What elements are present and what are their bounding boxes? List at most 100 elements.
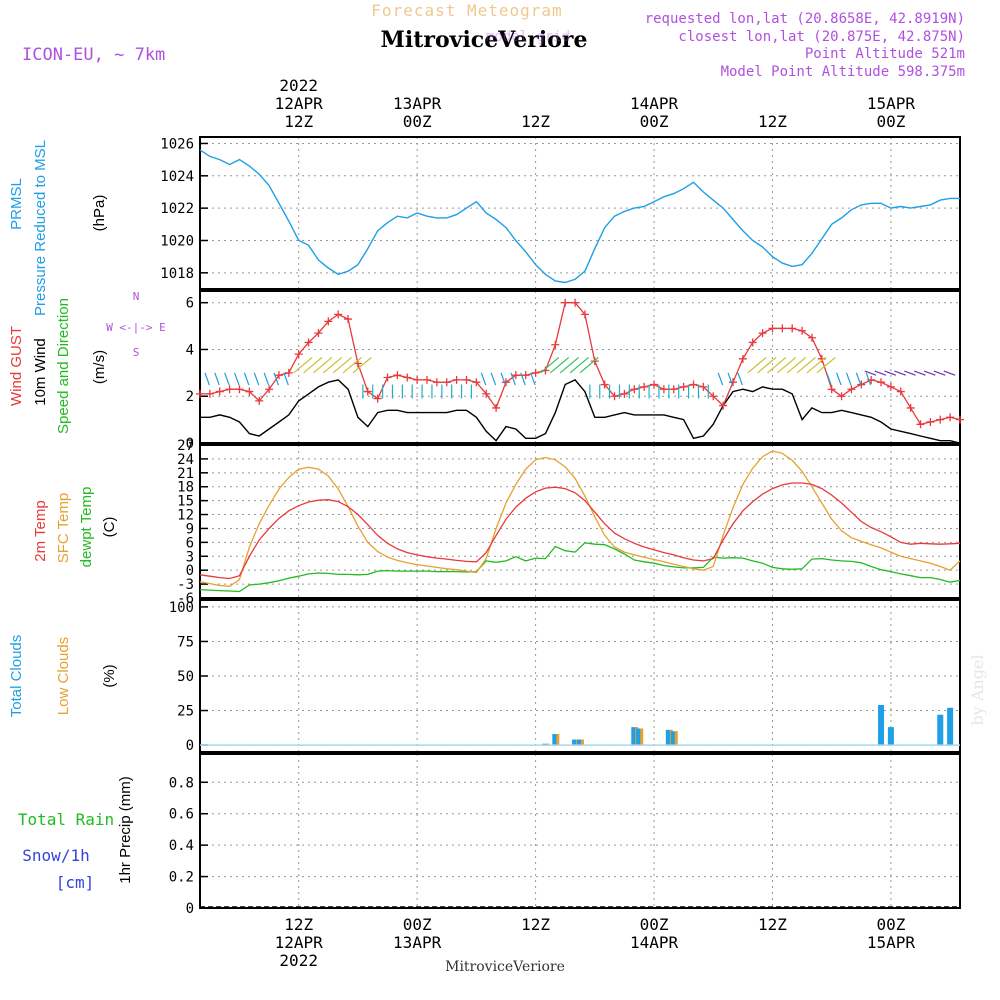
- wind-arrow: [283, 372, 289, 386]
- sfc-temp-line: [199, 450, 961, 588]
- wind-arrow: [332, 356, 353, 374]
- total-cloud-bar: [572, 739, 579, 746]
- wind-arrow: [293, 356, 313, 374]
- wind-arrow: [727, 372, 734, 386]
- bottom-time-label: 12Z: [521, 915, 550, 934]
- gust-marker: [738, 354, 747, 363]
- y-tick-label: 0: [186, 901, 194, 917]
- wind-arrow: [263, 372, 270, 386]
- wind-arrow: [943, 370, 956, 376]
- wind-arrow: [224, 372, 230, 386]
- total-cloud-bar: [665, 729, 672, 746]
- gust-marker: [837, 392, 846, 401]
- temp-unit: (C): [101, 517, 118, 538]
- wind-arrow: [836, 372, 842, 386]
- wind-arrow: [864, 370, 877, 376]
- dewpt-line: [199, 542, 961, 593]
- pressure-line: [199, 149, 960, 284]
- wind-arrow: [826, 372, 832, 386]
- gust-marker: [334, 310, 343, 319]
- gust-marker: [847, 385, 856, 394]
- y-tick-label: 21: [177, 466, 194, 482]
- gust-marker: [215, 387, 224, 396]
- gust-marker: [482, 389, 491, 398]
- gust-marker: [926, 417, 935, 426]
- panel-frame: [199, 753, 961, 909]
- gust-marker: [511, 371, 520, 380]
- gust-marker: [778, 324, 787, 333]
- gust-marker: [699, 382, 708, 391]
- total-cloud-bar: [631, 727, 638, 746]
- y-tick-label: 50: [177, 669, 194, 685]
- wind-speed-line: [200, 379, 961, 444]
- total-cloud-bar: [937, 714, 944, 746]
- total-cloud-bar: [636, 728, 643, 746]
- wind-arrow: [777, 356, 797, 374]
- y-tick-label: 4: [186, 342, 194, 358]
- gust-marker: [886, 382, 895, 391]
- y-tick-label: 25: [177, 704, 194, 720]
- pressure-unit: (hPa): [91, 195, 108, 232]
- gust-marker: [571, 298, 580, 307]
- panel-wind: 0 2 4 6 Wind GUST 10m Wind Speed and Direction…: [8, 290, 964, 452]
- top-time-label: 12Z: [284, 112, 313, 131]
- wind-arrow: [904, 370, 916, 376]
- bottom-time-label: 12Z: [758, 915, 787, 934]
- y-tick-label: 1020: [160, 233, 194, 249]
- y-tick-label: 15: [177, 494, 194, 510]
- bottom-time-label: 12Z: [284, 915, 313, 934]
- y-tick-label: 1026: [160, 136, 194, 152]
- panel-clouds: 0 25 50 75 100 Total Clouds Low Clouds (%): [8, 599, 961, 754]
- top-time-label: 00Z: [403, 112, 432, 131]
- gust-marker: [659, 385, 668, 394]
- wind-arrow: [845, 372, 852, 386]
- wind-arrow: [923, 370, 936, 376]
- top-time-label: 2022: [279, 76, 318, 95]
- compass-west-east: W <-|-> E: [106, 321, 166, 334]
- temp2m-line: [199, 482, 961, 580]
- gust-marker: [906, 403, 915, 412]
- wind-label: 10m Wind: [32, 338, 49, 406]
- wind-arrow: [490, 372, 497, 386]
- top-time-label: 12APR: [275, 94, 324, 113]
- y-tick-label: 0: [186, 738, 194, 754]
- gust-marker: [521, 371, 530, 380]
- gust-marker: [393, 371, 402, 380]
- wind-arrow: [243, 372, 250, 386]
- snow-unit: [cm]: [56, 873, 95, 892]
- wind-arrow: [874, 370, 887, 376]
- wind-arrow: [480, 372, 487, 386]
- footer-station: MitroviceVeriore: [445, 959, 565, 975]
- y-tick-label: 75: [177, 634, 194, 650]
- wind-arrow: [855, 372, 862, 386]
- gust-marker: [758, 329, 767, 338]
- bottom-time-label: 15APR: [867, 933, 916, 952]
- y-tick-label: 0.6: [169, 807, 194, 823]
- top-time-label: 12Z: [521, 112, 550, 131]
- panels: 1018 1020 1022 1024 1026 PRMSL Pressure Reduce…: [8, 136, 964, 917]
- model-altitude: Model Point Altitude 598.375m: [721, 64, 965, 80]
- bottom-time-label: 00Z: [876, 915, 905, 934]
- bottom-time-label: 13APR: [393, 933, 442, 952]
- bottom-time-label: 14APR: [630, 933, 679, 952]
- wind-arrow: [550, 356, 570, 374]
- y-tick-label: 0.4: [169, 838, 194, 854]
- gust-marker: [877, 378, 886, 387]
- gust-marker: [798, 326, 807, 335]
- gust-marker: [304, 338, 313, 347]
- wind-arrow: [717, 372, 724, 386]
- panel-frame: [199, 290, 961, 444]
- gust-marker: [936, 415, 945, 424]
- subtitle: Forecast Meteogram: [371, 1, 562, 20]
- gust-marker: [551, 340, 560, 349]
- y-tick-label: 3: [186, 549, 194, 565]
- gust-marker: [284, 368, 293, 377]
- gust-marker: [442, 378, 451, 387]
- gust-marker: [709, 392, 718, 401]
- gust-marker: [403, 373, 412, 382]
- wind-arrow: [342, 356, 362, 374]
- top-time-label: 13APR: [393, 94, 442, 113]
- gust-marker: [274, 371, 283, 380]
- gust-marker: [413, 375, 422, 384]
- prmsl-label: PRMSL: [8, 178, 25, 230]
